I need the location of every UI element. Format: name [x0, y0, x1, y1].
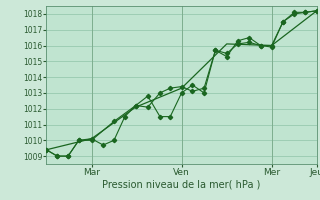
X-axis label: Pression niveau de la mer( hPa ): Pression niveau de la mer( hPa ) [102, 180, 261, 190]
